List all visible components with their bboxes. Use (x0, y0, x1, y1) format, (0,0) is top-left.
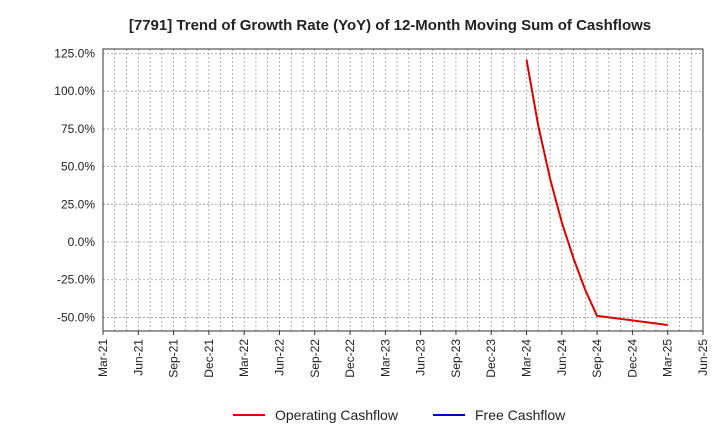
x-tick-label: Mar-23 (378, 339, 392, 377)
x-tick-label: Jun-21 (131, 339, 145, 376)
x-tick-label: Sep-24 (590, 339, 604, 378)
x-tick-label: Mar-24 (520, 339, 534, 377)
y-tick-label: -25.0% (57, 273, 95, 287)
y-tick-label: 50.0% (61, 160, 95, 174)
x-tick-label: Sep-22 (308, 339, 322, 378)
x-tick-label: Mar-25 (661, 339, 675, 377)
x-tick-label: Jun-25 (696, 339, 710, 376)
y-tick-label: -50.0% (57, 310, 95, 324)
y-tick-label: 100.0% (54, 84, 95, 98)
y-tick-label: 0.0% (68, 235, 96, 249)
legend-label-operating: Operating Cashflow (275, 407, 399, 423)
plot-frame (102, 48, 704, 332)
series-line-0 (525, 59, 668, 326)
axes: 125.0% 100.0% 75.0% 50.0% 25.0% 0.0% -25.0% -50… (54, 47, 710, 378)
x-tick-label: Dec-21 (202, 339, 216, 378)
grid (103, 49, 703, 331)
series-lines (525, 59, 668, 326)
x-tick-label: Dec-22 (343, 339, 357, 378)
y-tick-label: 25.0% (61, 197, 95, 211)
x-tick-label: Sep-23 (449, 339, 463, 378)
x-tick-label: Mar-21 (96, 339, 110, 377)
x-tick-label: Jun-22 (272, 339, 286, 376)
x-tick-label: Dec-24 (625, 339, 639, 378)
y-tick-label: 125.0% (54, 47, 95, 61)
x-tick-label: Sep-21 (167, 339, 181, 378)
x-tick-label: Mar-22 (237, 339, 251, 377)
legend: Operating Cashflow Free Cashflow (233, 407, 566, 423)
legend-label-free: Free Cashflow (475, 407, 566, 423)
x-tick-label: Jun-24 (555, 339, 569, 376)
y-tick-label: 75.0% (61, 122, 95, 136)
x-tick-label: Jun-23 (414, 339, 428, 376)
x-tick-label: Dec-23 (484, 339, 498, 378)
chart-title: [7791] Trend of Growth Rate (YoY) of 12-… (129, 17, 651, 34)
